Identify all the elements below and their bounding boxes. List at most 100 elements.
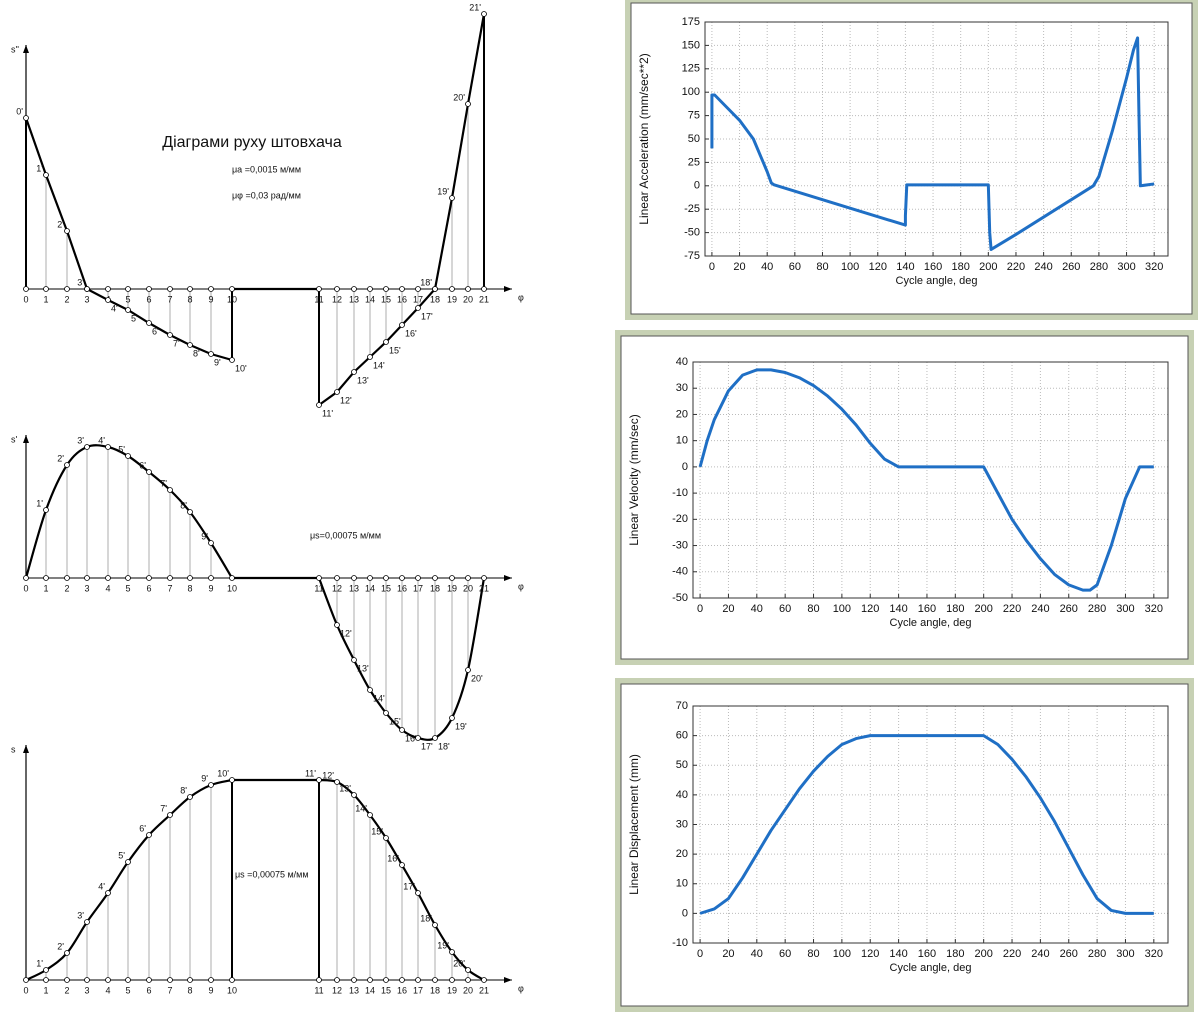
x-tick-label: 0 <box>23 583 28 593</box>
x-tick-label: 10 <box>227 985 237 995</box>
x-tick-label: 200 <box>974 603 992 615</box>
x-tick-label: 240 <box>1031 948 1049 960</box>
axis-node <box>481 286 487 292</box>
point-label: 3' <box>77 277 84 287</box>
point-label: 14' <box>355 803 367 813</box>
x-tick-label: 120 <box>869 261 887 273</box>
axis-node <box>351 977 357 983</box>
point <box>449 949 455 955</box>
axis-node <box>415 977 421 983</box>
point-label: 18' <box>438 741 450 751</box>
data-line <box>710 36 1155 251</box>
axis-node <box>23 977 29 983</box>
plot-border <box>692 361 1169 599</box>
x-axis-label: φ <box>518 292 524 302</box>
point <box>351 657 357 663</box>
axis-node <box>367 286 373 292</box>
axis-node <box>187 977 193 983</box>
point-label: 2' <box>57 453 64 463</box>
axis-node <box>64 286 70 292</box>
axis-node <box>432 977 438 983</box>
axis-node <box>84 575 90 581</box>
point-label: 13' <box>339 783 351 793</box>
point-label: 3' <box>77 910 84 920</box>
x-tick-label: 17 <box>413 985 423 995</box>
axis-node <box>64 977 70 983</box>
x-tick-label: 220 <box>1003 603 1021 615</box>
y-tick-label: -50 <box>672 592 688 604</box>
x-tick-label: 1 <box>43 583 48 593</box>
x-tick-label: 6 <box>146 294 151 304</box>
point <box>146 832 152 838</box>
point <box>465 667 471 673</box>
x-tick-label: 12 <box>332 583 342 593</box>
axis-node <box>334 977 340 983</box>
x-tick-label: 18 <box>430 583 440 593</box>
point-label: 12' <box>340 628 352 638</box>
point <box>105 297 111 303</box>
x-tick-label: 300 <box>1116 603 1134 615</box>
x-tick-label: 120 <box>861 603 879 615</box>
axis-node <box>399 575 405 581</box>
y-tick-label: -10 <box>672 487 688 499</box>
point-label: 13' <box>357 375 369 385</box>
point-label: 16' <box>405 328 417 338</box>
x-tick-label: 180 <box>946 948 964 960</box>
data-line <box>698 368 1154 592</box>
point-label: 19' <box>437 940 449 950</box>
x-tick-label: 16 <box>397 583 407 593</box>
x-tick-label: 5 <box>125 583 130 593</box>
axis-node <box>229 977 235 983</box>
axis-node <box>465 977 471 983</box>
x-tick-label: 3 <box>84 294 89 304</box>
y-tick-label: 0 <box>682 461 688 473</box>
point <box>432 735 438 741</box>
x-tick-label: 120 <box>861 948 879 960</box>
x-tick-label: 0 <box>697 948 703 960</box>
point-label: 7' <box>160 803 167 813</box>
y-axis-arrow <box>23 45 29 53</box>
scale-note: μs=0,00075 м/мм <box>310 530 381 540</box>
x-tick-label: 280 <box>1088 948 1106 960</box>
x-tick-label: 16 <box>397 294 407 304</box>
x-tick-label: 4 <box>105 985 110 995</box>
axis-node <box>43 286 49 292</box>
point-label: 17' <box>421 741 433 751</box>
x-tick-label: 200 <box>979 261 997 273</box>
point <box>367 687 373 693</box>
point <box>229 357 235 363</box>
axis-node <box>23 575 29 581</box>
x-tick-label: 200 <box>974 948 992 960</box>
axis-node <box>229 575 235 581</box>
point-label: 2' <box>57 219 64 229</box>
axis-node <box>481 575 487 581</box>
point-label: 18' <box>420 913 432 923</box>
x-tick-label: 9 <box>208 583 213 593</box>
x-tick-label: 14 <box>365 985 375 995</box>
x-tick-label: 7 <box>167 583 172 593</box>
x-tick-label: 320 <box>1145 261 1163 273</box>
x-tick-label: 140 <box>889 603 907 615</box>
x-tick-label: 21 <box>479 294 489 304</box>
point <box>449 715 455 721</box>
axis-node <box>167 977 173 983</box>
x-tick-label: 20 <box>463 985 473 995</box>
x-tick-label: 320 <box>1145 603 1163 615</box>
x-axis-title: Cycle angle, deg <box>890 962 972 974</box>
point-label: 14' <box>373 360 385 370</box>
curve <box>318 13 486 406</box>
axis-node <box>465 575 471 581</box>
point <box>84 286 90 292</box>
point <box>43 507 49 513</box>
x-tick-label: 11 <box>314 985 323 995</box>
axis-node <box>105 286 111 292</box>
x-tick-label: 20 <box>722 603 734 615</box>
point-label: 20' <box>453 92 465 102</box>
x-tick-label: 13 <box>349 294 359 304</box>
axis-node <box>415 286 421 292</box>
x-tick-label: 18 <box>430 985 440 995</box>
point <box>64 462 70 468</box>
point-label: 4' <box>98 435 105 445</box>
x-tick-label: 180 <box>946 603 964 615</box>
